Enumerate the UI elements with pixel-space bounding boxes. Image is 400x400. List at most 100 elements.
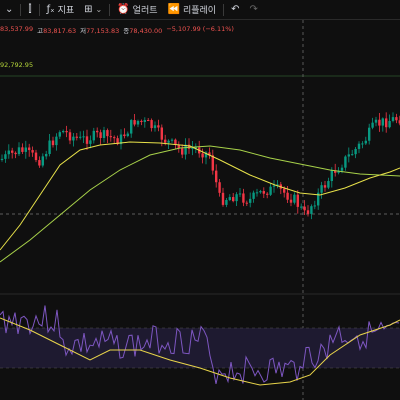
candle-body (344, 156, 347, 168)
candle-body (62, 131, 65, 133)
redo-button[interactable]: ↷ (244, 0, 262, 20)
candle-body (11, 150, 14, 153)
candle-body (85, 136, 89, 144)
candle-body (238, 193, 242, 195)
candle-body (7, 150, 10, 155)
candle-body (65, 131, 68, 133)
candle-body (92, 130, 95, 141)
candle-body (116, 138, 119, 145)
chevron-down-icon: ⌄ (5, 3, 14, 15)
candle-body (68, 132, 72, 141)
candlestick-series (0, 112, 400, 220)
undo-button[interactable]: ↶ (226, 0, 244, 20)
candle-body (181, 148, 184, 155)
compare-button[interactable]: ⌄ (0, 0, 18, 20)
candle-body (123, 134, 126, 137)
candle-body (136, 120, 140, 125)
candle-body (24, 147, 27, 152)
candle-body (289, 199, 293, 203)
ohlc-change: −5,107.99 (−6.11%) (166, 25, 234, 33)
rsi-band (0, 328, 400, 368)
candle-body (255, 192, 259, 194)
indicators-button[interactable]: ƒₓ 지표 (42, 0, 80, 20)
candle-body (364, 140, 367, 144)
candle-body (337, 170, 340, 173)
candle-body (204, 152, 208, 158)
chart-type-button[interactable]: ⫿ (23, 0, 36, 20)
candle-body (177, 144, 180, 149)
candle-body (147, 120, 150, 122)
candle-body (374, 119, 378, 123)
slow-moving-average-line (0, 145, 400, 263)
candle-body (215, 170, 218, 183)
candle-body (0, 158, 4, 160)
candle-body (28, 147, 31, 151)
candle-body (313, 205, 316, 207)
candle-body (391, 117, 395, 121)
candle-body (242, 193, 245, 203)
candle-body (385, 118, 388, 128)
grid-layout-icon: ⊞ (84, 3, 93, 15)
candle-body (41, 156, 44, 166)
candle-body (113, 137, 116, 139)
rsi-moving-average-line (0, 317, 400, 386)
candle-body (201, 153, 204, 158)
alerts-button[interactable]: ⏰ 얼러트 (112, 0, 162, 20)
candle-body (109, 136, 112, 138)
replay-icon: ⏪ (167, 3, 180, 15)
candle-body (99, 132, 102, 138)
moving-average-value: 92,792.95 (0, 61, 34, 69)
candle-body (327, 181, 330, 188)
candle-body (211, 155, 214, 171)
candle-body (164, 139, 167, 143)
candle-body (306, 210, 310, 214)
undo-icon: ↶ (231, 3, 240, 15)
replay-button[interactable]: ⏪ 리플레이 (163, 0, 222, 20)
candle-body (208, 152, 211, 156)
chart-toolbar: ⌄ ⫿ ƒₓ 지표 ⊞ ⌄ ⏰ 얼러트 ⏪ 리플레이 ↶ ↷ (0, 0, 400, 20)
candle-body (252, 192, 255, 199)
candle-body (96, 130, 99, 133)
candle-body (368, 127, 371, 141)
indicators-label: 지표 (57, 6, 75, 16)
rsi-line (0, 305, 400, 384)
candle-body (340, 167, 344, 171)
candle-body (102, 130, 106, 138)
candle-body (14, 152, 17, 155)
candle-body (89, 140, 92, 144)
candle-body (395, 117, 398, 121)
alarm-clock-icon: ⏰ (117, 3, 130, 15)
candle-body (330, 170, 333, 182)
candle-body (34, 152, 38, 161)
candle-body (72, 136, 75, 141)
candle-body (167, 140, 170, 143)
toolbar-divider (223, 3, 225, 16)
candle-body (259, 191, 262, 193)
candle-body (31, 150, 34, 153)
candle-body (357, 143, 361, 149)
candle-body (153, 125, 157, 129)
candle-body (119, 134, 123, 145)
candle-body (17, 147, 21, 155)
toolbar-divider (109, 3, 111, 16)
candle-body (235, 194, 238, 202)
candle-body (354, 148, 357, 155)
ohlc-open: 83,537.99 (0, 25, 34, 33)
candle-body (262, 191, 265, 194)
candle-body (347, 154, 350, 157)
candle-body (130, 120, 133, 134)
candle-body (381, 118, 384, 126)
candle-body (334, 170, 337, 173)
chevron-down-icon: ⌄ (95, 5, 103, 14)
candle-body (228, 197, 231, 200)
candle-body (4, 154, 7, 159)
candle-body (126, 133, 129, 137)
ohlc-low: 저77,153.83 (80, 27, 120, 35)
candle-body (218, 182, 221, 193)
indicators-icon: ƒₓ (46, 3, 55, 15)
candle-body (150, 120, 153, 129)
candle-body (51, 140, 55, 146)
candle-body (232, 197, 235, 202)
layouts-button[interactable]: ⊞ ⌄ (79, 0, 107, 20)
